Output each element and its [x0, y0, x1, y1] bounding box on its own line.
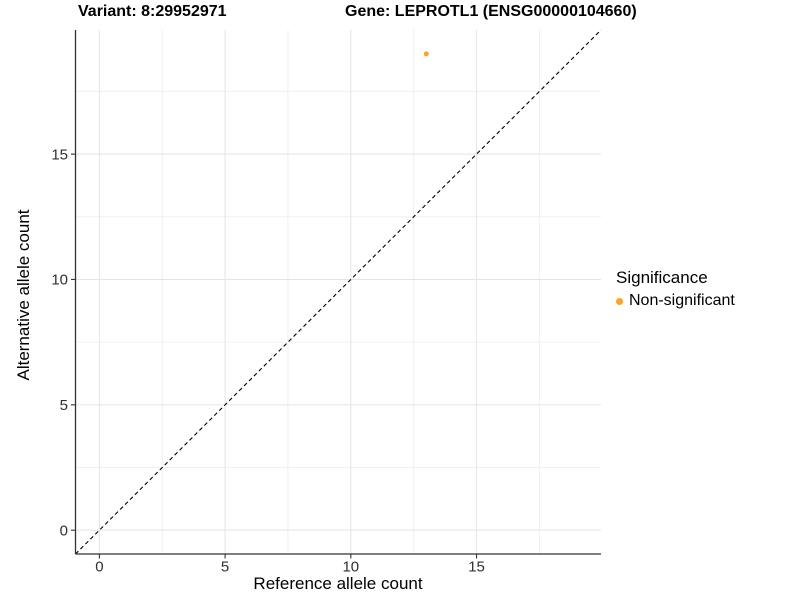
data-point: [423, 51, 429, 57]
x-tick-label: 5: [221, 559, 229, 576]
y-axis-title: Alternative allele count: [14, 209, 33, 381]
variant-title: Variant: 8:29952971: [78, 3, 227, 20]
x-tick-label: 15: [468, 559, 485, 576]
legend-item-label: Non-significant: [629, 292, 735, 309]
legend-item-non-significant: Non-significant: [616, 292, 735, 310]
x-tick-label: 0: [95, 559, 103, 576]
gene-title: Gene: LEPROTL1 (ENSG00000104660): [345, 3, 637, 20]
x-axis-title: Reference allele count: [253, 574, 423, 593]
legend: Significance Non-significant: [616, 268, 735, 310]
identity-line: [75, 29, 602, 555]
x-tick-label: 10: [342, 559, 359, 576]
legend-title: Significance: [616, 268, 708, 287]
legend-point-icon: [616, 297, 623, 305]
y-tick-label: 10: [51, 272, 68, 289]
y-tick-label: 15: [51, 146, 68, 163]
y-tick-label: 5: [60, 397, 68, 414]
y-tick-label: 0: [60, 522, 68, 539]
